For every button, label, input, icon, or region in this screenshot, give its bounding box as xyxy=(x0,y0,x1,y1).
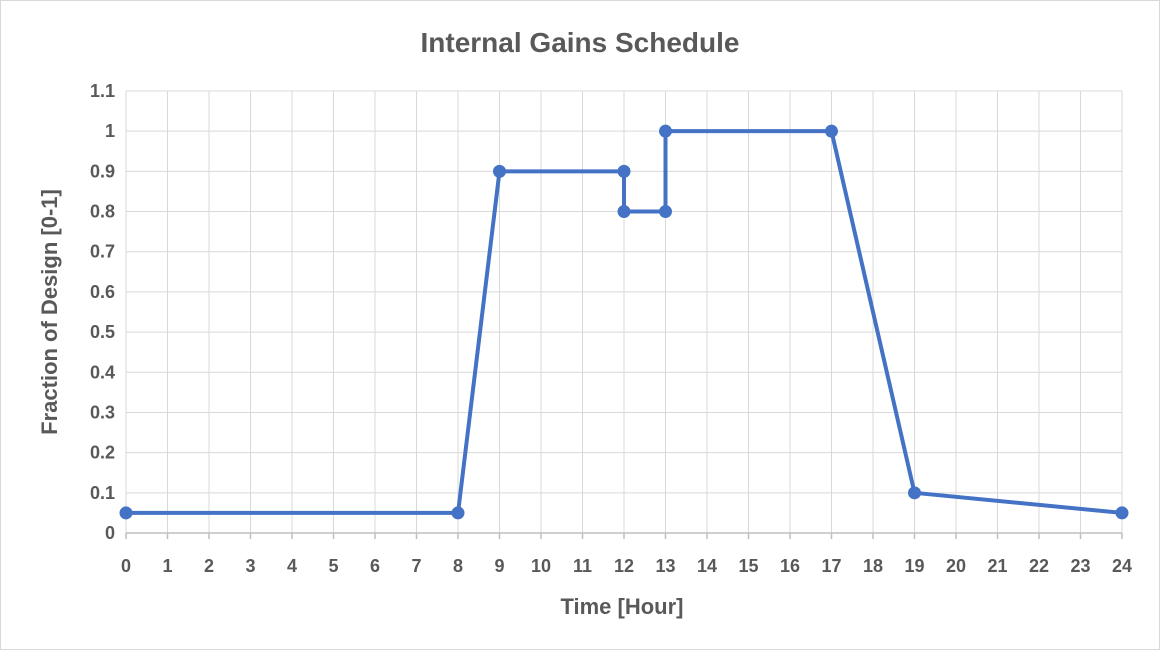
x-tick-label: 13 xyxy=(655,556,675,576)
x-tick-label: 24 xyxy=(1112,556,1132,576)
series-layer xyxy=(119,124,1129,520)
x-tick-label: 0 xyxy=(121,556,131,576)
data-point xyxy=(825,124,838,138)
x-tick-label: 3 xyxy=(245,556,255,576)
y-tick-label: 0.2 xyxy=(90,443,115,463)
data-point xyxy=(119,506,133,520)
tick-labels: 00.10.20.30.40.50.60.70.80.911.10 1 2 3 4 5 6 7… xyxy=(90,81,1132,576)
x-tick-label: 9 xyxy=(494,556,504,576)
axes xyxy=(125,532,1123,539)
y-tick-label: 0.7 xyxy=(90,242,115,262)
y-tick-label: 0.1 xyxy=(90,483,115,503)
data-point xyxy=(659,205,672,219)
data-point xyxy=(659,124,672,138)
data-point xyxy=(617,164,631,178)
y-tick-label: 0.3 xyxy=(90,402,115,422)
data-point xyxy=(1115,506,1129,520)
x-tick-label: 4 xyxy=(287,556,297,576)
x-tick-label: 22 xyxy=(1029,556,1049,576)
x-tick-label: 6 xyxy=(370,556,380,576)
y-tick-label: 0 xyxy=(105,523,115,543)
x-tick-label: 1 xyxy=(162,556,172,576)
y-tick-label: 1.1 xyxy=(90,81,115,101)
x-tick-label: 5 xyxy=(328,556,338,576)
y-tick-label: 0.4 xyxy=(90,362,115,382)
x-tick-label: 11 xyxy=(573,556,592,576)
y-axis-title: Fraction of Design [0-1] xyxy=(37,189,62,435)
y-tick-label: 0.6 xyxy=(90,282,115,302)
x-tick-label: 8 xyxy=(453,556,463,576)
x-tick-label: 12 xyxy=(614,556,634,576)
y-tick-label: 1 xyxy=(105,121,115,141)
y-tick-label: 0.9 xyxy=(90,161,115,181)
data-point xyxy=(617,205,631,219)
x-tick-label: 21 xyxy=(987,556,1007,576)
data-point xyxy=(908,486,921,500)
x-tick-label: 20 xyxy=(946,556,966,576)
x-tick-label: 23 xyxy=(1070,556,1090,576)
x-tick-label: 16 xyxy=(780,556,800,576)
x-axis-title: Time [Hour] xyxy=(560,594,683,619)
x-tick-label: 10 xyxy=(531,556,551,576)
x-tick-label: 18 xyxy=(863,556,883,576)
x-tick-label: 15 xyxy=(738,556,758,576)
x-tick-label: 17 xyxy=(821,556,841,576)
chart-title: Internal Gains Schedule xyxy=(421,27,740,58)
x-tick-label: 19 xyxy=(904,556,924,576)
series-line xyxy=(124,129,1124,515)
x-tick-label: 14 xyxy=(697,556,717,576)
data-point xyxy=(451,506,465,520)
y-tick-label: 0.8 xyxy=(90,202,115,222)
x-tick-label: 7 xyxy=(411,556,421,576)
data-point xyxy=(493,164,506,178)
x-tick-label: 2 xyxy=(204,556,214,576)
gridlines xyxy=(125,90,1123,533)
y-tick-label: 0.5 xyxy=(90,322,115,342)
